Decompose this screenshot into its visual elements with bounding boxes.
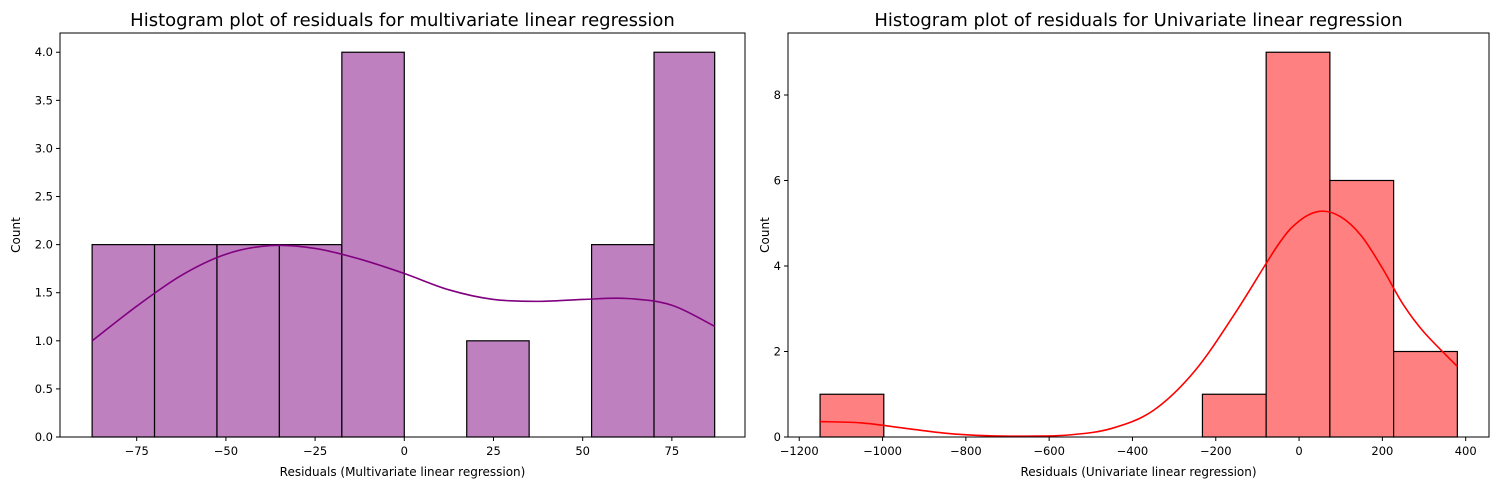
y-axis-ticks: 0.0 0.5 1.0 1.5 2.0 2.5 3.0 3.5 4.0 [35,45,60,444]
x-tick-label: 75 [665,444,680,458]
kde-curve-group [820,210,1458,438]
histogram-bars [91,51,716,438]
histogram-bar-9 [1393,350,1458,438]
histogram-bar-0 [819,393,885,438]
x-tick-label: −800 [950,444,982,458]
x-tick-label: −400 [1117,444,1149,458]
x-tick-label: −25 [303,444,327,458]
y-tick-label: 3.0 [35,141,53,155]
histogram-bar-6 [1201,393,1267,438]
y-tick-label: 3.5 [35,93,53,107]
kde-curve [91,244,716,342]
y-tick-label: 4.0 [35,45,53,59]
chart-title: Histogram plot of residuals for multivar… [130,10,675,31]
x-axis-label: Residuals (Multivariate linear regressio… [280,465,526,479]
x-axis-ticks: −75 −50 −25 0 25 50 75 [125,437,680,458]
y-tick-label: 0.5 [35,382,53,396]
y-tick-label: 2 [774,344,781,358]
histogram-bar-4 [341,51,405,438]
x-tick-label: 50 [575,444,590,458]
x-tick-label: −200 [1200,444,1232,458]
histogram-bar-3 [278,244,343,438]
chart-title: Histogram plot of residuals for Univaria… [874,10,1402,31]
histogram-bar-7 [1265,51,1331,438]
x-tick-label: 25 [486,444,501,458]
y-tick-label: 8 [774,88,781,102]
x-tick-label: 200 [1371,444,1393,458]
histogram-bar-8 [590,244,655,438]
histogram-bar-6 [466,340,530,438]
y-axis-ticks: 0 2 4 6 8 [774,88,788,444]
y-tick-label: 1.5 [35,286,53,300]
y-tick-label: 1.0 [35,334,53,348]
histogram-bars [819,51,1458,438]
histogram-bar-8 [1329,179,1395,438]
chart-panel-multivariate: Histogram plot of residuals for multivar… [9,10,746,479]
x-axis-ticks: −1200 −1000 −800 −600 −400 −200 0 200 400 [780,437,1477,458]
kde-curve [820,210,1458,438]
x-tick-label: 400 [1455,444,1477,458]
y-axis-label: Count [758,217,772,253]
plot-frame [787,32,1490,438]
x-tick-label: −1000 [863,444,902,458]
x-tick-label: −1200 [780,444,819,458]
y-tick-label: 2.5 [35,190,53,204]
x-tick-label: 0 [401,444,408,458]
plot-frame [59,32,746,438]
chart-panel-univariate: Histogram plot of residuals for Univaria… [758,10,1490,479]
histogram-bar-2 [216,244,281,438]
y-tick-label: 0 [774,430,781,444]
y-tick-label: 6 [774,173,781,187]
x-axis-label: Residuals (Univariate linear regression) [1020,465,1256,479]
y-tick-label: 0.0 [35,430,53,444]
x-tick-label: −50 [214,444,238,458]
y-tick-label: 4 [774,259,781,273]
histogram-bar-0 [91,244,156,438]
y-axis-label: Count [9,217,23,253]
histogram-bar-1 [153,244,218,438]
x-tick-label: 0 [1295,444,1302,458]
histogram-bar-9 [653,51,716,438]
x-tick-label: −600 [1033,444,1065,458]
y-tick-label: 2.0 [35,238,53,252]
x-tick-label: −75 [125,444,149,458]
kde-curve-group [91,244,716,342]
